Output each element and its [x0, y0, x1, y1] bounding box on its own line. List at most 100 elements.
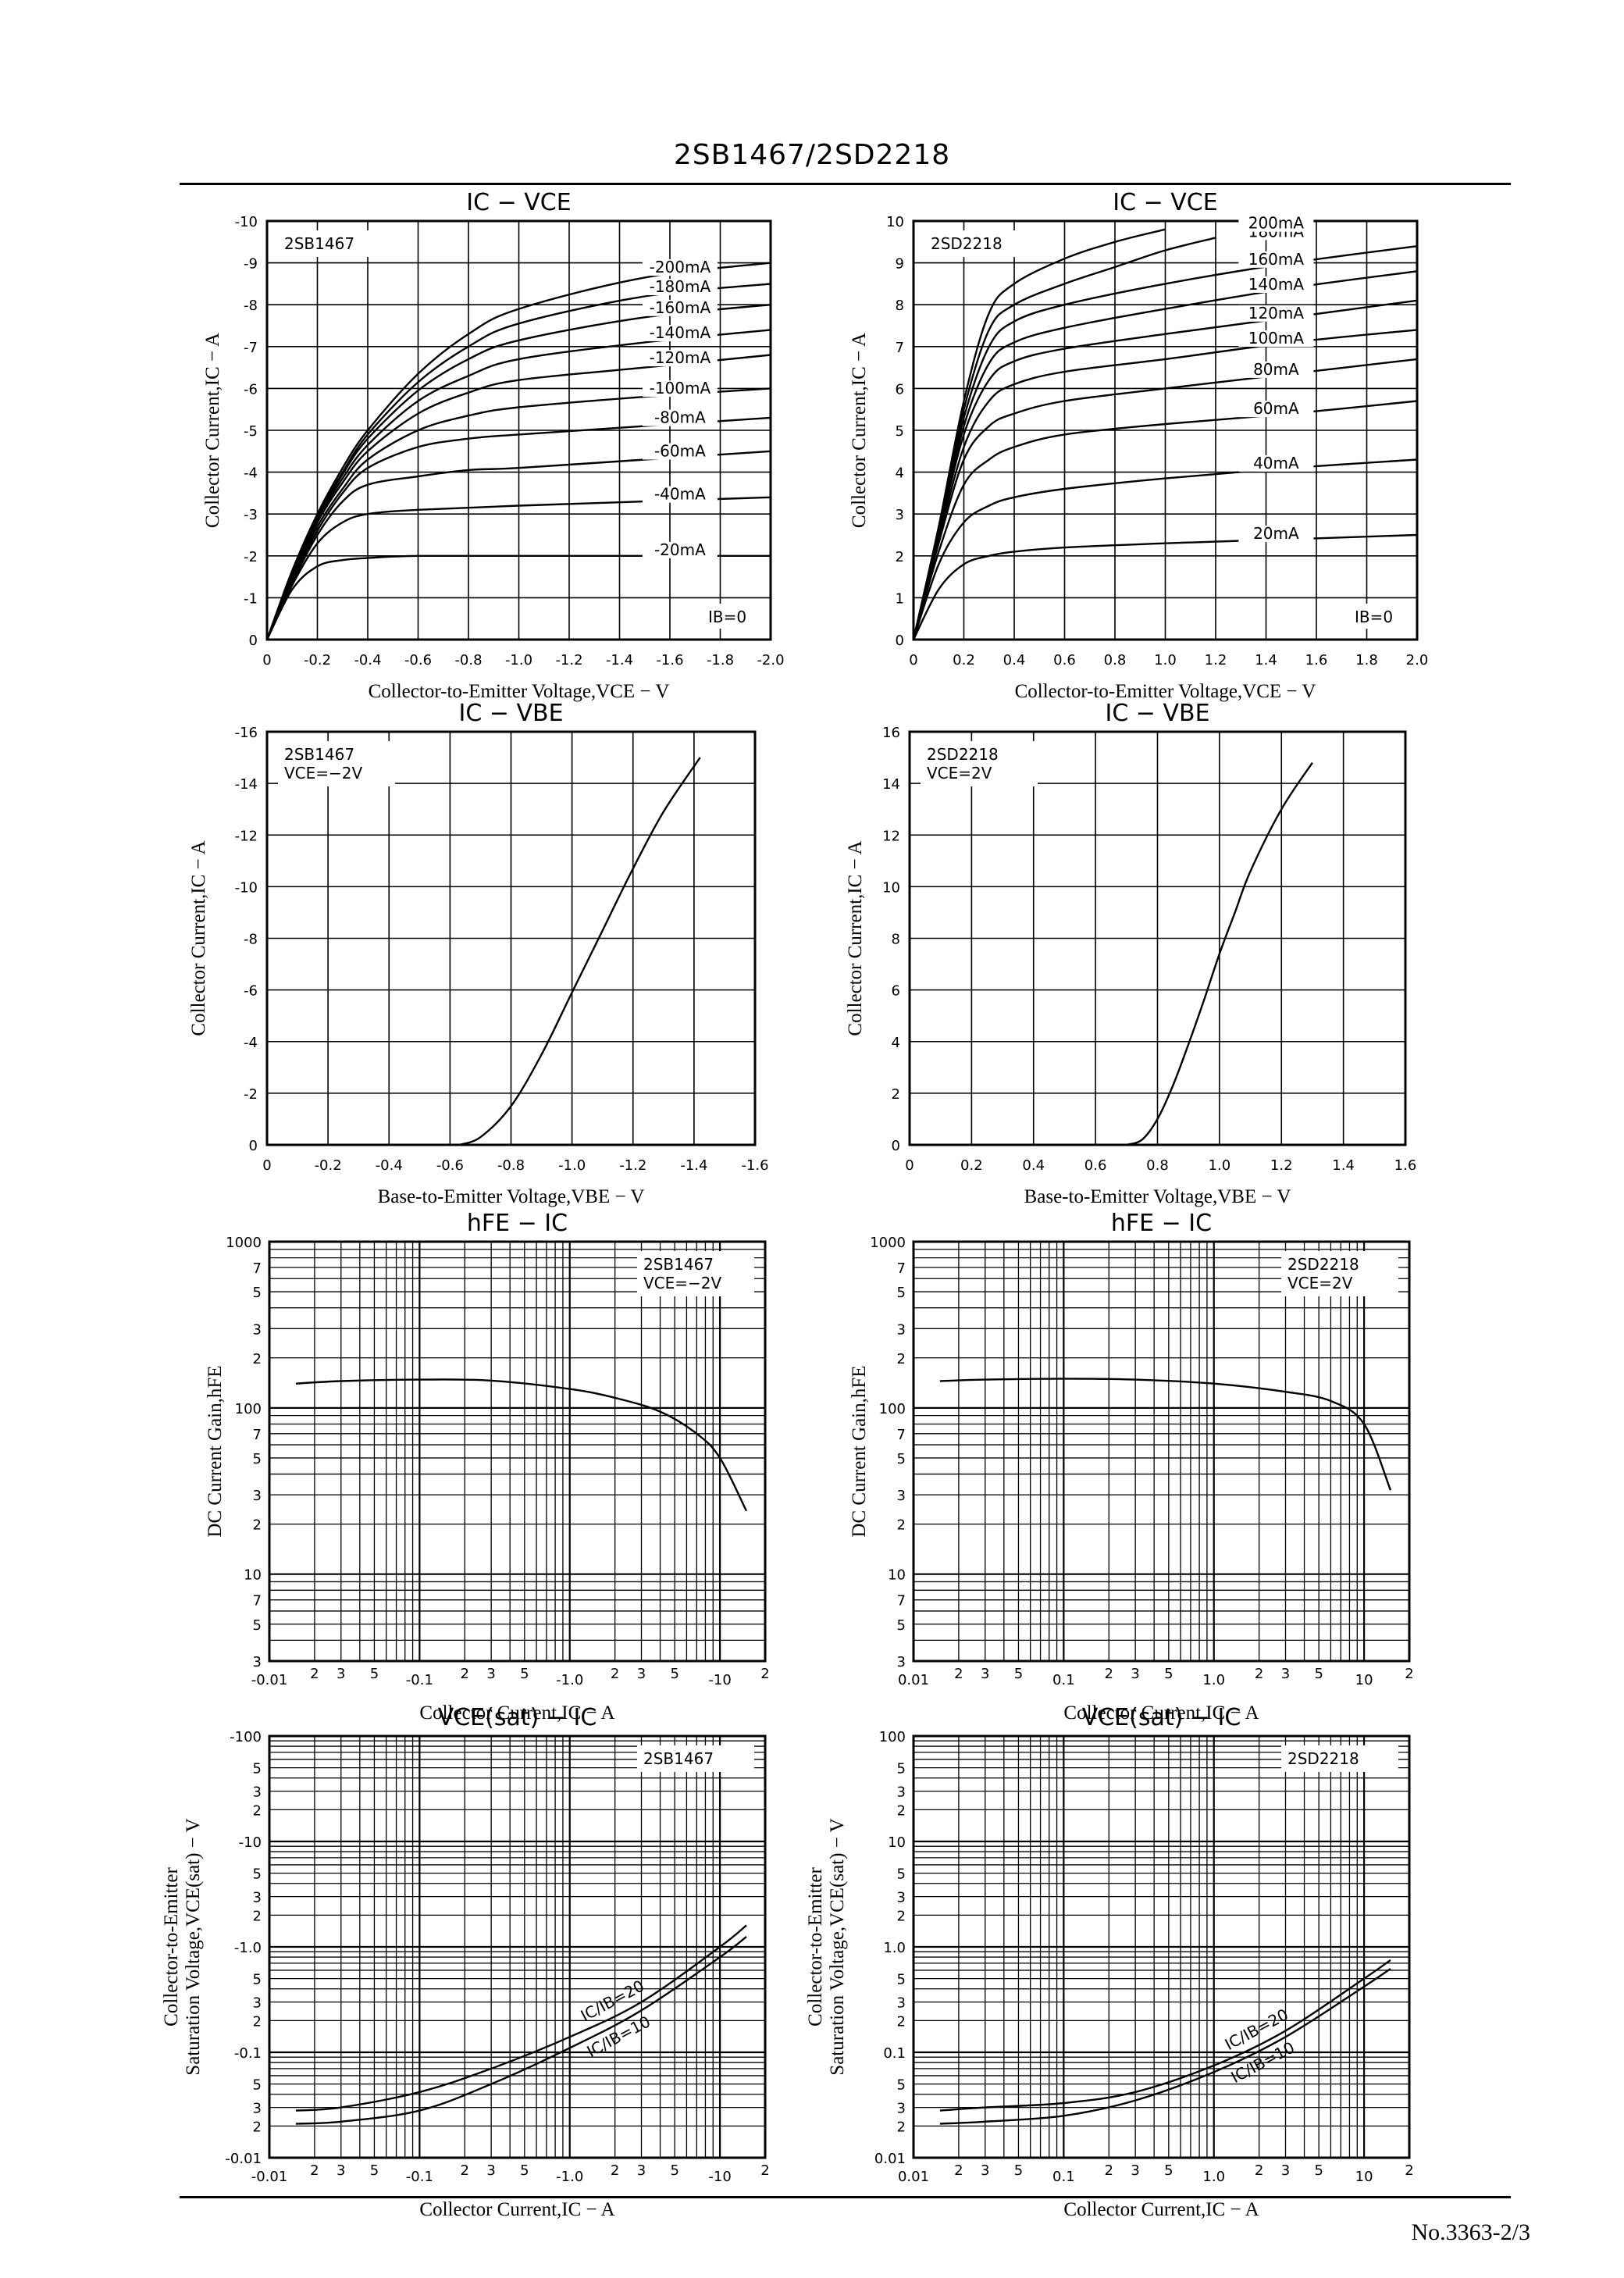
x-axis-label: Collector Current,IC − A: [419, 2199, 614, 2220]
y-tick-label: -2: [244, 549, 258, 565]
plot-frame: [912, 1240, 1411, 1663]
series-line: [939, 1378, 1392, 1491]
curve-label: 120mA: [1248, 304, 1305, 323]
y-minor-tick-label: 5: [897, 1972, 906, 1988]
series-line: [295, 1935, 747, 2125]
x-tick-label: 1.0: [1209, 1157, 1231, 1174]
x-axis-label: Base-to-Emitter Voltage,VBE − V: [378, 1186, 645, 1207]
header-rule: [180, 183, 1511, 185]
chart-title: VCE(sat) − IC: [1082, 1704, 1241, 1731]
series-line: [939, 1959, 1391, 2112]
y-tick-label: -1.0: [234, 1940, 262, 1956]
y-tick-label: -5: [244, 423, 258, 440]
y-minor-tick-label: 3: [897, 1784, 906, 1801]
plot-frame: [912, 1734, 1411, 2159]
chart-title: IC − VCE: [1113, 189, 1217, 216]
y-tick-label: 10: [886, 214, 904, 230]
y-minor-tick-label: 3: [253, 1654, 262, 1670]
y-tick-label: -0.1: [234, 2045, 262, 2062]
curve-label: 40mA: [1253, 454, 1299, 472]
curve-label: 100mA: [1248, 329, 1305, 348]
y-tick-label: -4: [244, 465, 258, 482]
curve-label-bg: [1238, 276, 1314, 293]
curve-label: -40mA: [654, 485, 706, 504]
y-minor-tick-label: 2: [253, 2119, 262, 2135]
y-minor-tick-label: 5: [253, 1617, 262, 1634]
x-tick-label: -0.2: [315, 1157, 342, 1174]
curve-label: 80mA: [1253, 360, 1299, 379]
x-tick-label: 1.6: [1305, 652, 1328, 668]
legend-box-device: 2SB1467: [284, 745, 354, 764]
x-tick-label: -0.01: [251, 1672, 288, 1688]
curve-label-bg: [642, 380, 718, 397]
chart-vcesat-ic-2sb1467: -0.01 -0.1 -1.0 -102 3 5 2 3 5 2 3 5 2-100-10-1.0-0.…: [161, 1704, 770, 2220]
y-minor-tick-label: 2: [897, 1908, 906, 1924]
y-axis-label: Collector Current,IC − A: [188, 840, 209, 1036]
legend-box-device: 2SD2218: [1287, 1749, 1359, 1768]
curve-label: -180mA: [650, 277, 711, 296]
series-line: [295, 1378, 748, 1512]
chart-ic-vce-2sb1467: 0 -0.2 -0.4 -0.6 -0.8 -1.0 -1.2 -1.4 -1.6 -1.8 -2.…: [202, 189, 785, 702]
x-minor-tick-label: 5: [520, 2162, 529, 2179]
x-minor-tick-label: 3: [1281, 1666, 1290, 1682]
y-tick-label: 9: [896, 256, 904, 273]
chart-title: VCE(sat) − IC: [438, 1704, 597, 1731]
legend-box-device: 2SD2218: [927, 745, 999, 764]
chart-title: hFE − IC: [467, 1210, 568, 1237]
y-axis-label: DC Current Gain,hFE: [205, 1365, 226, 1537]
curve-label-bg: [1238, 526, 1314, 543]
x-tick-label: -1.0: [556, 2169, 583, 2185]
x-tick-label: 0: [909, 652, 917, 668]
legend-box-device: 2SB1467: [643, 1749, 714, 1768]
curve-label-bg: [642, 324, 718, 341]
x-minor-tick-label: 5: [670, 2162, 678, 2179]
x-tick-label: -1.4: [680, 1157, 707, 1174]
x-tick-label: 1.8: [1355, 652, 1378, 668]
y-axis-label-line1: Collector-to-Emitter: [161, 1867, 182, 2027]
x-minor-tick-label: 5: [520, 1666, 529, 1682]
x-axis-label: Collector-to-Emitter Voltage,VCE − V: [369, 681, 670, 702]
x-tick-label: 0.01: [898, 2169, 929, 2185]
y-minor-tick-label: 7: [253, 1427, 262, 1443]
x-tick-label: 1.2: [1205, 652, 1227, 668]
x-tick-label: 0.6: [1053, 652, 1076, 668]
y-minor-tick-label: 3: [253, 1890, 262, 1906]
legend-box-condition: VCE=−2V: [284, 764, 363, 783]
y-tick-label: 0.1: [883, 2045, 906, 2062]
y-tick-label: 0: [892, 1138, 900, 1154]
y-minor-tick-label: 5: [897, 1761, 906, 1777]
curve-label-bg: [1238, 305, 1314, 322]
x-minor-tick-label: 3: [637, 2162, 646, 2179]
curve-label-bg: [642, 278, 718, 295]
y-tick-label: 0: [896, 633, 904, 649]
series-line: [1126, 762, 1313, 1146]
y-tick-label: 4: [896, 465, 904, 482]
y-tick-label: 14: [882, 776, 900, 793]
y-tick-label: 3: [896, 507, 904, 523]
x-minor-tick-label: 5: [1314, 1666, 1323, 1682]
y-tick-label: -10: [235, 879, 258, 896]
y-tick-label: 10: [882, 879, 900, 896]
chart-title: IC − VBE: [1105, 700, 1209, 727]
note-bg: [702, 604, 761, 629]
y-tick-label: 100: [879, 1729, 906, 1745]
x-tick-label: 0: [262, 652, 271, 668]
chart-ic-vbe-2sd2218: 0 0.2 0.4 0.6 0.8 1.0 1.2 1.4 1.6 0 2 4 6 8 10 12 14 16 IC…: [845, 700, 1416, 1207]
x-minor-tick-label: 3: [486, 1666, 495, 1682]
y-minor-tick-label: 5: [253, 1285, 262, 1301]
y-minor-tick-label: 7: [897, 1593, 906, 1610]
chart-ic-vbe-2sb1467: 0 -0.2 -0.4 -0.6 -0.8 -1.0 -1.2 -1.4 -1.6 0 -2 -4 -6…: [188, 700, 769, 1207]
chart-title: IC − VCE: [466, 189, 571, 216]
x-tick-label: -0.6: [404, 652, 432, 668]
y-tick-label: 1000: [226, 1235, 262, 1251]
y-minor-tick-label: 2: [253, 1908, 262, 1924]
y-tick-label: -16: [235, 725, 258, 741]
page-title: 2SB1467/2SD2218: [673, 139, 951, 171]
x-minor-tick-label: 3: [337, 2162, 345, 2179]
y-minor-tick-label: 2: [897, 1517, 906, 1534]
curve-label-bg: [1238, 401, 1314, 418]
chart-hfe-ic-2sb1467: -0.01 -0.1 -1.0 -10 2 3 5 2 3 5 2 3 5 2 1000 100 10 3 5 7 2 3…: [205, 1210, 770, 1724]
y-minor-tick-label: 2: [253, 1517, 262, 1534]
ib-zero-note: IB=0: [708, 608, 746, 626]
y-tick-label: -2: [244, 1086, 258, 1103]
